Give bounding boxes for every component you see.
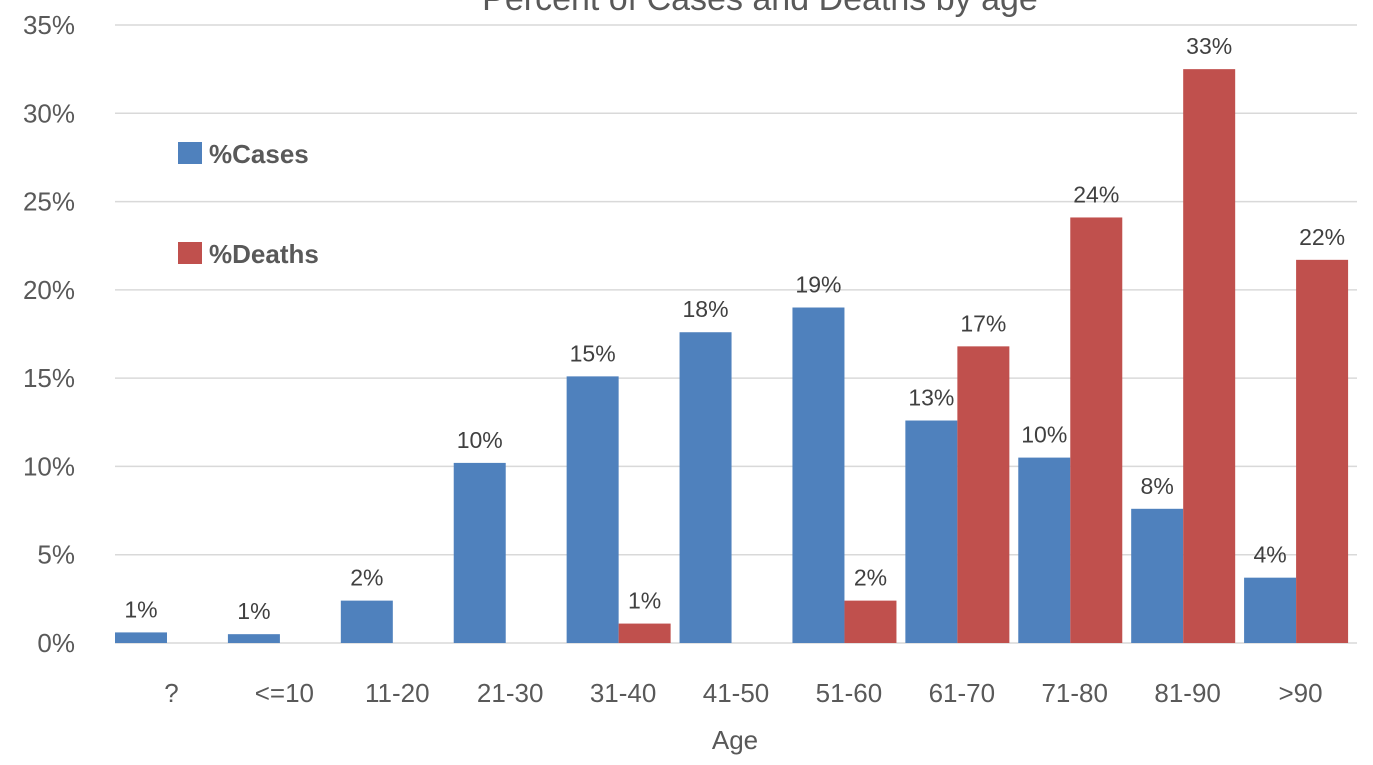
cases-data-label: 1%: [124, 596, 157, 622]
x-tick-label: 51-60: [816, 678, 883, 708]
y-tick-label: 5%: [37, 540, 75, 570]
bars: [115, 69, 1349, 643]
deaths-data-label: 2%: [854, 565, 887, 591]
cases-data-label: 2%: [350, 565, 383, 591]
deaths-data-label: 17%: [960, 310, 1006, 336]
cases-data-label: 18%: [683, 296, 729, 322]
cases-bar: [227, 634, 280, 643]
legend-cases-label: %Cases: [209, 139, 309, 169]
cases-data-label: 4%: [1253, 542, 1286, 568]
cases-data-label: 8%: [1141, 473, 1174, 499]
cases-data-label: 15%: [570, 340, 616, 366]
deaths-data-label: 1%: [628, 588, 661, 614]
x-tick-label: 31-40: [590, 678, 657, 708]
data-labels: 1% 1% 2% 10% 15% 1% 18% 19% 2% 13% 17% 10% 24% 8% 33% 4…: [124, 33, 1345, 624]
y-tick-label: 35%: [23, 10, 75, 40]
cases-bar: [679, 332, 732, 643]
cases-data-label: 13%: [908, 385, 954, 411]
deaths-bar: [844, 600, 897, 643]
axes: 0% 5% 10% 15% 20% 25% 30% 35%? <=10 11-20 21-30 31-…: [23, 10, 1323, 708]
y-tick-label: 0%: [37, 628, 75, 658]
deaths-data-label: 33%: [1186, 33, 1232, 59]
chart-title: Percent of Cases and Deaths by age: [482, 0, 1038, 18]
cases-bar: [905, 420, 958, 643]
legend-cases-swatch: [178, 142, 202, 164]
x-axis-title: Age: [712, 725, 758, 755]
cases-data-label: 19%: [795, 272, 841, 298]
y-tick-label: 30%: [23, 98, 75, 128]
x-tick-label: 21-30: [477, 678, 544, 708]
deaths-data-label: 24%: [1073, 181, 1119, 207]
cases-bar: [1018, 457, 1071, 643]
deaths-data-label: 22%: [1299, 224, 1345, 250]
x-tick-label: 41-50: [703, 678, 770, 708]
cases-data-label: 10%: [1021, 422, 1067, 448]
cases-bar: [115, 632, 167, 643]
x-tick-label: 81-90: [1154, 678, 1221, 708]
deaths-bar: [1296, 259, 1349, 643]
x-tick-label: >90: [1278, 678, 1322, 708]
deaths-bar: [957, 346, 1010, 643]
x-tick-label: 71-80: [1041, 678, 1108, 708]
y-tick-label: 20%: [23, 275, 75, 305]
cases-bar: [566, 376, 619, 643]
cases-bar: [1244, 577, 1297, 643]
cases-data-label: 10%: [457, 427, 503, 453]
cases-bar: [792, 307, 845, 643]
legend-deaths-label: %Deaths: [209, 239, 319, 269]
deaths-bar: [618, 623, 671, 643]
y-tick-label: 15%: [23, 363, 75, 393]
deaths-bar: [1183, 69, 1236, 643]
cases-bar: [453, 462, 506, 643]
x-tick-label: 11-20: [365, 678, 430, 708]
cases-bar: [340, 600, 393, 643]
y-tick-label: 25%: [23, 187, 75, 217]
legend: %Cases %Deaths: [178, 139, 319, 269]
x-tick-label: ?: [164, 678, 178, 708]
x-tick-label: <=10: [255, 678, 314, 708]
cases-bar: [1131, 508, 1184, 643]
deaths-bar: [1070, 217, 1123, 643]
gridlines: [115, 24, 1357, 644]
cases-data-label: 1%: [237, 598, 270, 624]
x-tick-label: 61-70: [929, 678, 996, 708]
y-tick-label: 10%: [23, 451, 75, 481]
legend-deaths-swatch: [178, 242, 202, 264]
